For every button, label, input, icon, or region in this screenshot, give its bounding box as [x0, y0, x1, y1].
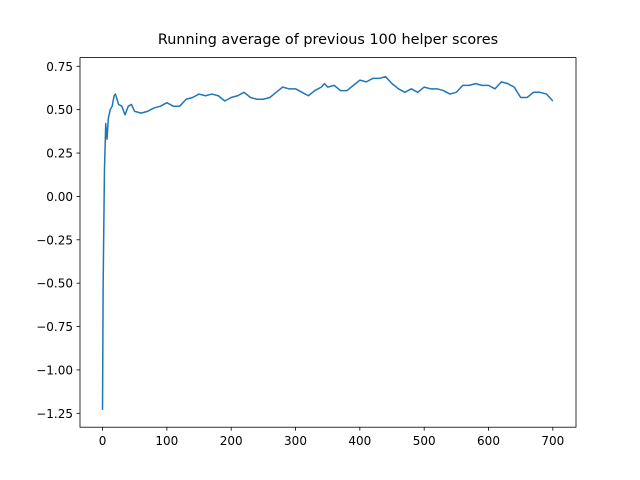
x-tick-label: 300	[284, 434, 307, 448]
y-tick-label: 0.25	[46, 147, 73, 161]
chart-title: Running average of previous 100 helper s…	[158, 32, 498, 48]
y-tick-label: −0.25	[36, 233, 73, 247]
y-tick-label: 0.50	[46, 103, 73, 117]
y-tick-label: −0.50	[36, 277, 73, 291]
x-tick-label: 0	[99, 434, 107, 448]
x-tick-label: 200	[220, 434, 243, 448]
x-tick-label: 400	[348, 434, 371, 448]
y-tick-label: 0.00	[46, 190, 73, 204]
y-tick-label: −0.75	[36, 320, 73, 334]
data-line	[101, 75, 554, 410]
plot-frame	[79, 57, 577, 428]
x-tick-label: 600	[477, 434, 500, 448]
x-tick-label: 500	[413, 434, 436, 448]
y-tick-label: −1.25	[36, 407, 73, 421]
x-tick-label: 100	[155, 434, 178, 448]
y-tick-label: 0.75	[46, 60, 73, 74]
y-tick-label: −1.00	[36, 363, 73, 377]
x-tick-label: 700	[541, 434, 564, 448]
